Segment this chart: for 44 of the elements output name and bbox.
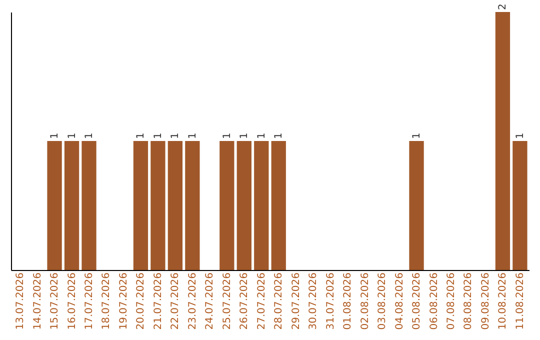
x-tick-label: 24.07.2026 xyxy=(204,272,216,330)
x-tick-label: 27.07.2026 xyxy=(256,272,268,330)
data-label: 1 xyxy=(136,132,147,139)
x-tick-label: 16.07.2026 xyxy=(66,272,78,330)
x-tick-label: 06.08.2026 xyxy=(428,272,440,330)
data-label: 1 xyxy=(84,132,95,139)
x-tick-label: 09.08.2026 xyxy=(480,272,492,330)
x-tick-label: 26.07.2026 xyxy=(239,272,250,330)
x-tick-label: 19.07.2026 xyxy=(118,272,130,330)
data-label: 1 xyxy=(514,132,526,139)
x-tick-label: 22.07.2026 xyxy=(170,272,182,330)
x-tick-label: 05.08.2026 xyxy=(412,272,423,330)
x-tick-label: 04.08.2026 xyxy=(394,272,406,330)
data-label: 1 xyxy=(170,132,182,139)
data-label: 1 xyxy=(222,132,233,139)
x-tick-label: 23.07.2026 xyxy=(187,272,198,330)
x-tick-label: 20.07.2026 xyxy=(136,272,147,330)
data-label: 1 xyxy=(50,132,61,139)
x-tick-label: 03.08.2026 xyxy=(377,272,388,330)
x-tick-label: 28.07.2026 xyxy=(274,272,285,330)
x-tick-label: 29.07.2026 xyxy=(290,272,302,330)
x-tick-label: 14.07.2026 xyxy=(32,272,44,330)
data-label: 1 xyxy=(256,132,268,139)
x-tick-label: 01.08.2026 xyxy=(342,272,354,330)
x-tick-label: 15.07.2026 xyxy=(50,272,61,330)
data-label: 1 xyxy=(412,132,423,139)
data-label: 1 xyxy=(152,132,164,139)
data-label: 1 xyxy=(239,132,250,139)
data-label: 1 xyxy=(66,132,78,139)
data-label: 2 xyxy=(498,4,509,10)
x-tick-label: 21.07.2026 xyxy=(152,272,164,330)
x-tick-label: 31.07.2026 xyxy=(325,272,336,330)
x-tick-label: 18.07.2026 xyxy=(101,272,112,330)
data-label: 1 xyxy=(187,132,198,139)
x-tick-label: 17.07.2026 xyxy=(84,272,95,330)
data-label: 1 xyxy=(274,132,285,139)
x-tick-label: 10.08.2026 xyxy=(498,272,509,330)
x-tick-label: 02.08.2026 xyxy=(360,272,371,330)
x-tick-label: 13.07.2026 xyxy=(15,272,26,330)
x-tick-label: 30.07.2026 xyxy=(308,272,320,330)
x-tick-label: 25.07.2026 xyxy=(222,272,233,330)
x-tick-label: 08.08.2026 xyxy=(463,272,474,330)
x-tick-label: 11.08.2026 xyxy=(514,272,526,330)
x-tick-label: 07.08.2026 xyxy=(446,272,457,330)
